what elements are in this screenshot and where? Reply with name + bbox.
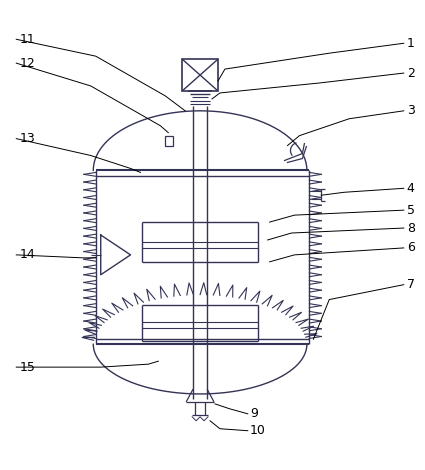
Bar [182, 59, 218, 91]
Text: 3: 3 [407, 104, 415, 118]
Text: 4: 4 [407, 182, 415, 195]
Text: 6: 6 [407, 242, 415, 254]
Text: 14: 14 [19, 248, 35, 261]
Text: 5: 5 [407, 204, 415, 217]
Text: 12: 12 [19, 56, 35, 70]
Bar [165, 136, 173, 146]
Text: 2: 2 [407, 67, 415, 79]
Text: 11: 11 [19, 33, 35, 46]
Text: 7: 7 [407, 278, 415, 291]
Text: 10: 10 [250, 424, 266, 437]
Text: 8: 8 [407, 221, 415, 235]
Text: 13: 13 [19, 132, 35, 145]
Text: 9: 9 [250, 407, 258, 420]
Text: 1: 1 [407, 37, 415, 50]
Text: 15: 15 [19, 360, 35, 374]
